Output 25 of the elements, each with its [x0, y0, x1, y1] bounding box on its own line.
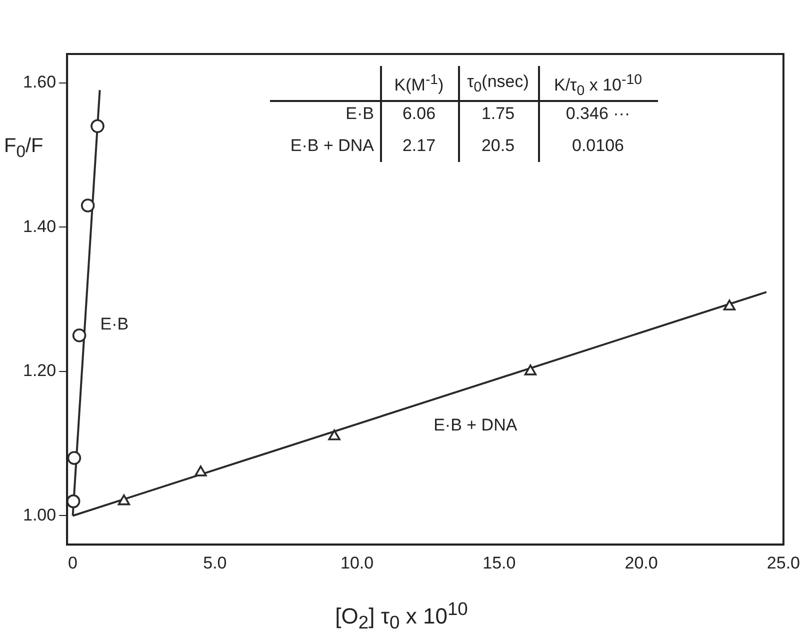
annotation: τ$_{0}$(nsec)	[466, 71, 530, 98]
annotation: K(M$^{-1}$)	[393, 71, 445, 97]
series-label: E·B	[100, 314, 129, 334]
annotation: 2.17	[401, 135, 437, 157]
x-tick-label: 10.0	[340, 553, 374, 572]
y-tick-label: 1.00	[22, 505, 56, 524]
annotation: 6.06	[401, 103, 437, 125]
y-tick-label: 1.60	[22, 72, 56, 92]
x-tick-label: 5.0	[203, 553, 227, 572]
series-label: E·B + DNA	[434, 416, 518, 435]
y-tick-label: 1.40	[22, 216, 56, 236]
annotation: 0.346 ···	[564, 103, 632, 125]
annotation: 0.0106	[571, 135, 625, 157]
annotation: K/τ$_{0}$ x 10$^{-10}$	[553, 71, 643, 100]
y-tick-label: 1.20	[22, 361, 56, 380]
annotation: 20.5	[480, 135, 516, 157]
x-axis-title: [O$_{2}$] τ$_{0}$ x 10$^{10}$	[334, 598, 469, 634]
x-tick-label: 25.0	[766, 553, 800, 572]
y-axis-title: F$_{0}$/F	[4, 135, 44, 162]
annotation: 1.75	[480, 103, 516, 125]
x-tick-label: 20.0	[624, 553, 658, 572]
x-tick-label: 15.0	[482, 553, 516, 572]
annotation: E·B + DNA	[289, 135, 375, 157]
annotation: E·B	[344, 103, 375, 125]
x-tick-label: 0	[68, 553, 78, 572]
